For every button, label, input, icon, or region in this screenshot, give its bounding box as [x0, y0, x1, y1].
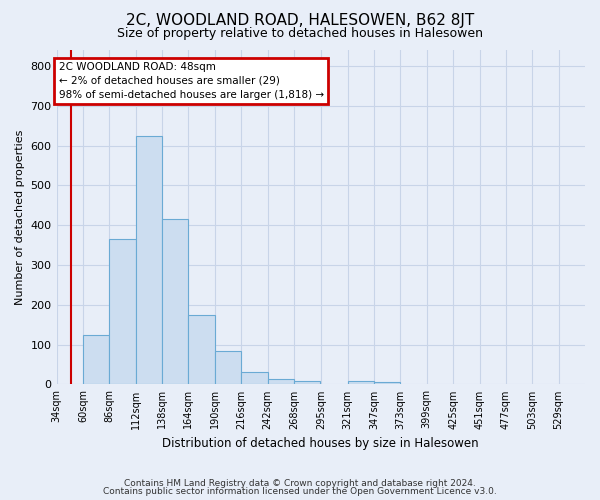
Bar: [215, 350, 241, 384]
Text: 2C WOODLAND ROAD: 48sqm
← 2% of detached houses are smaller (29)
98% of semi-det: 2C WOODLAND ROAD: 48sqm ← 2% of detached…: [59, 62, 323, 100]
Text: 2C, WOODLAND ROAD, HALESOWEN, B62 8JT: 2C, WOODLAND ROAD, HALESOWEN, B62 8JT: [126, 12, 474, 28]
Text: Contains public sector information licensed under the Open Government Licence v3: Contains public sector information licen…: [103, 487, 497, 496]
Bar: [268, 380, 294, 384]
Bar: [188, 315, 215, 384]
Text: Size of property relative to detached houses in Halesowen: Size of property relative to detached ho…: [117, 28, 483, 40]
Bar: [241, 372, 268, 384]
Bar: [162, 219, 188, 384]
Bar: [136, 136, 162, 384]
Y-axis label: Number of detached properties: Number of detached properties: [15, 130, 25, 305]
Bar: [294, 381, 320, 384]
Bar: [374, 382, 400, 384]
Text: Contains HM Land Registry data © Crown copyright and database right 2024.: Contains HM Land Registry data © Crown c…: [124, 478, 476, 488]
Bar: [347, 381, 374, 384]
Bar: [83, 334, 109, 384]
Bar: [109, 239, 136, 384]
X-axis label: Distribution of detached houses by size in Halesowen: Distribution of detached houses by size …: [163, 437, 479, 450]
